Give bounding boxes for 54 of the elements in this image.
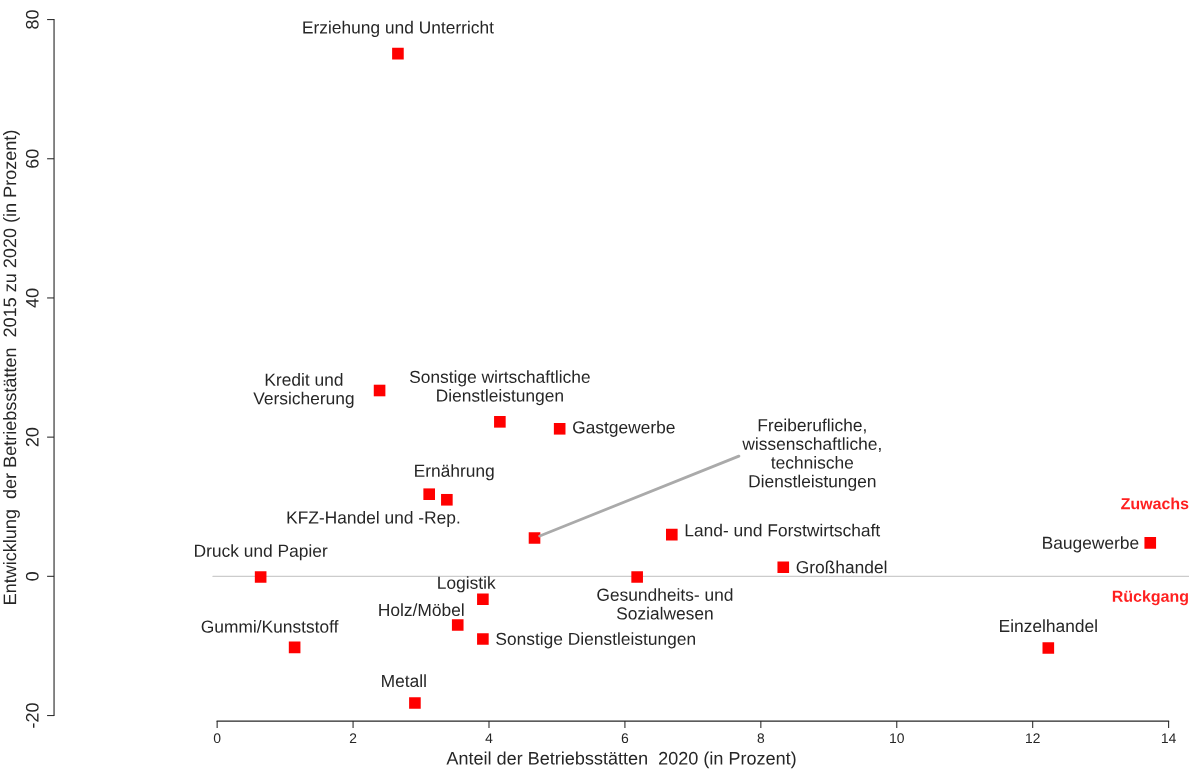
point [494, 416, 506, 428]
annotation: Gastgewerbe [573, 420, 675, 437]
y-tick-label: 80 [25, 10, 39, 29]
annotation: Kredit und Versicherung [253, 373, 354, 408]
point [254, 571, 267, 583]
y-tick-label: 0 [25, 572, 39, 581]
x-tick-label: 14 [1161, 733, 1176, 743]
annotation: Zuwachs [1121, 497, 1189, 510]
point [409, 697, 421, 709]
annotation: Metall [382, 674, 426, 688]
point [553, 422, 566, 435]
point [477, 593, 489, 606]
point [423, 488, 435, 501]
point [441, 493, 453, 506]
x-axis-title: Anteil der Betriebsstätten 2020 (in Prozent) [446, 751, 796, 769]
point [631, 571, 643, 583]
annotation: Logistik [438, 576, 496, 593]
x-tick-label: 4 [485, 733, 493, 743]
annotation: Einzelhandel [1000, 619, 1097, 633]
annotation: Sonstige wirtschaftliche Dienstleistungen [409, 370, 590, 406]
annotation: Rückgang [1112, 590, 1188, 606]
annotation: Ernährung [415, 464, 494, 481]
point [373, 384, 386, 397]
annotation: Gummi/Kunststoff [201, 620, 339, 633]
point [1144, 537, 1157, 549]
annotation: Erziehung und Unterricht [303, 20, 494, 37]
point [477, 633, 489, 645]
x-tick-label: 0 [213, 733, 221, 744]
point [451, 619, 464, 631]
point [666, 528, 678, 541]
annotation: Sonstige Dienstleistungen [496, 632, 695, 649]
y-tick-label: 40 [25, 288, 39, 308]
y-tick-label: 20 [25, 427, 39, 447]
x-tick-label: 10 [890, 733, 904, 744]
x-tick-label: 12 [1026, 733, 1040, 743]
x-tick-label: 2 [349, 733, 357, 743]
x-tick-label: 8 [757, 733, 765, 744]
point [1042, 642, 1055, 654]
annotation: Großhandel [796, 560, 887, 574]
annotation: KFZ-Handel und -Rep. [287, 510, 460, 528]
annotation: Land- und Forstwirtschaft [685, 523, 881, 537]
point [288, 641, 301, 654]
point [392, 47, 404, 60]
annotation: Baugewerbe [1043, 536, 1139, 553]
annotation: Gesundheits- und Sozialwesen [597, 588, 733, 620]
y-tick-label: -20 [25, 703, 39, 728]
annotation: Holz/Möbel [379, 603, 464, 617]
point [528, 532, 541, 544]
y-tick-label: 60 [25, 149, 39, 168]
annotation: Druck und Papier [195, 544, 328, 561]
point [777, 561, 790, 574]
annotation: Freiberufliche, wissenschaftliche, technische Dienstleistungen [742, 418, 881, 491]
x-tick-label: 6 [621, 733, 629, 744]
y-axis-title: Entwicklung der Betriebsstätten 2015 zu 2020 (in Prozent) [3, 130, 20, 604]
